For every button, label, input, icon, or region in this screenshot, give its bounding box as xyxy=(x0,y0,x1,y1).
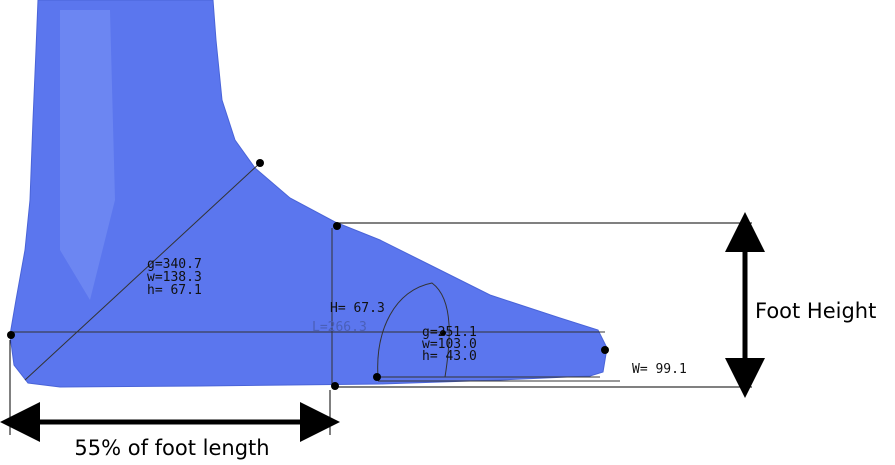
foot-width-measure: W= 99.1 xyxy=(632,362,687,377)
instep-height: h= 67.1 xyxy=(147,283,202,298)
ball-height: h= 43.0 xyxy=(422,349,477,364)
foot-height-measure: H= 67.3 xyxy=(330,301,385,316)
foot-length-measure: L=266.3 xyxy=(312,320,367,335)
foot-height-label: Foot Height xyxy=(755,299,876,323)
diagram: g=340.7 w=138.3 h= 67.1 H= 67.3 L=266.3 … xyxy=(0,0,895,465)
length-fraction-label: 55% of foot length xyxy=(74,436,269,460)
